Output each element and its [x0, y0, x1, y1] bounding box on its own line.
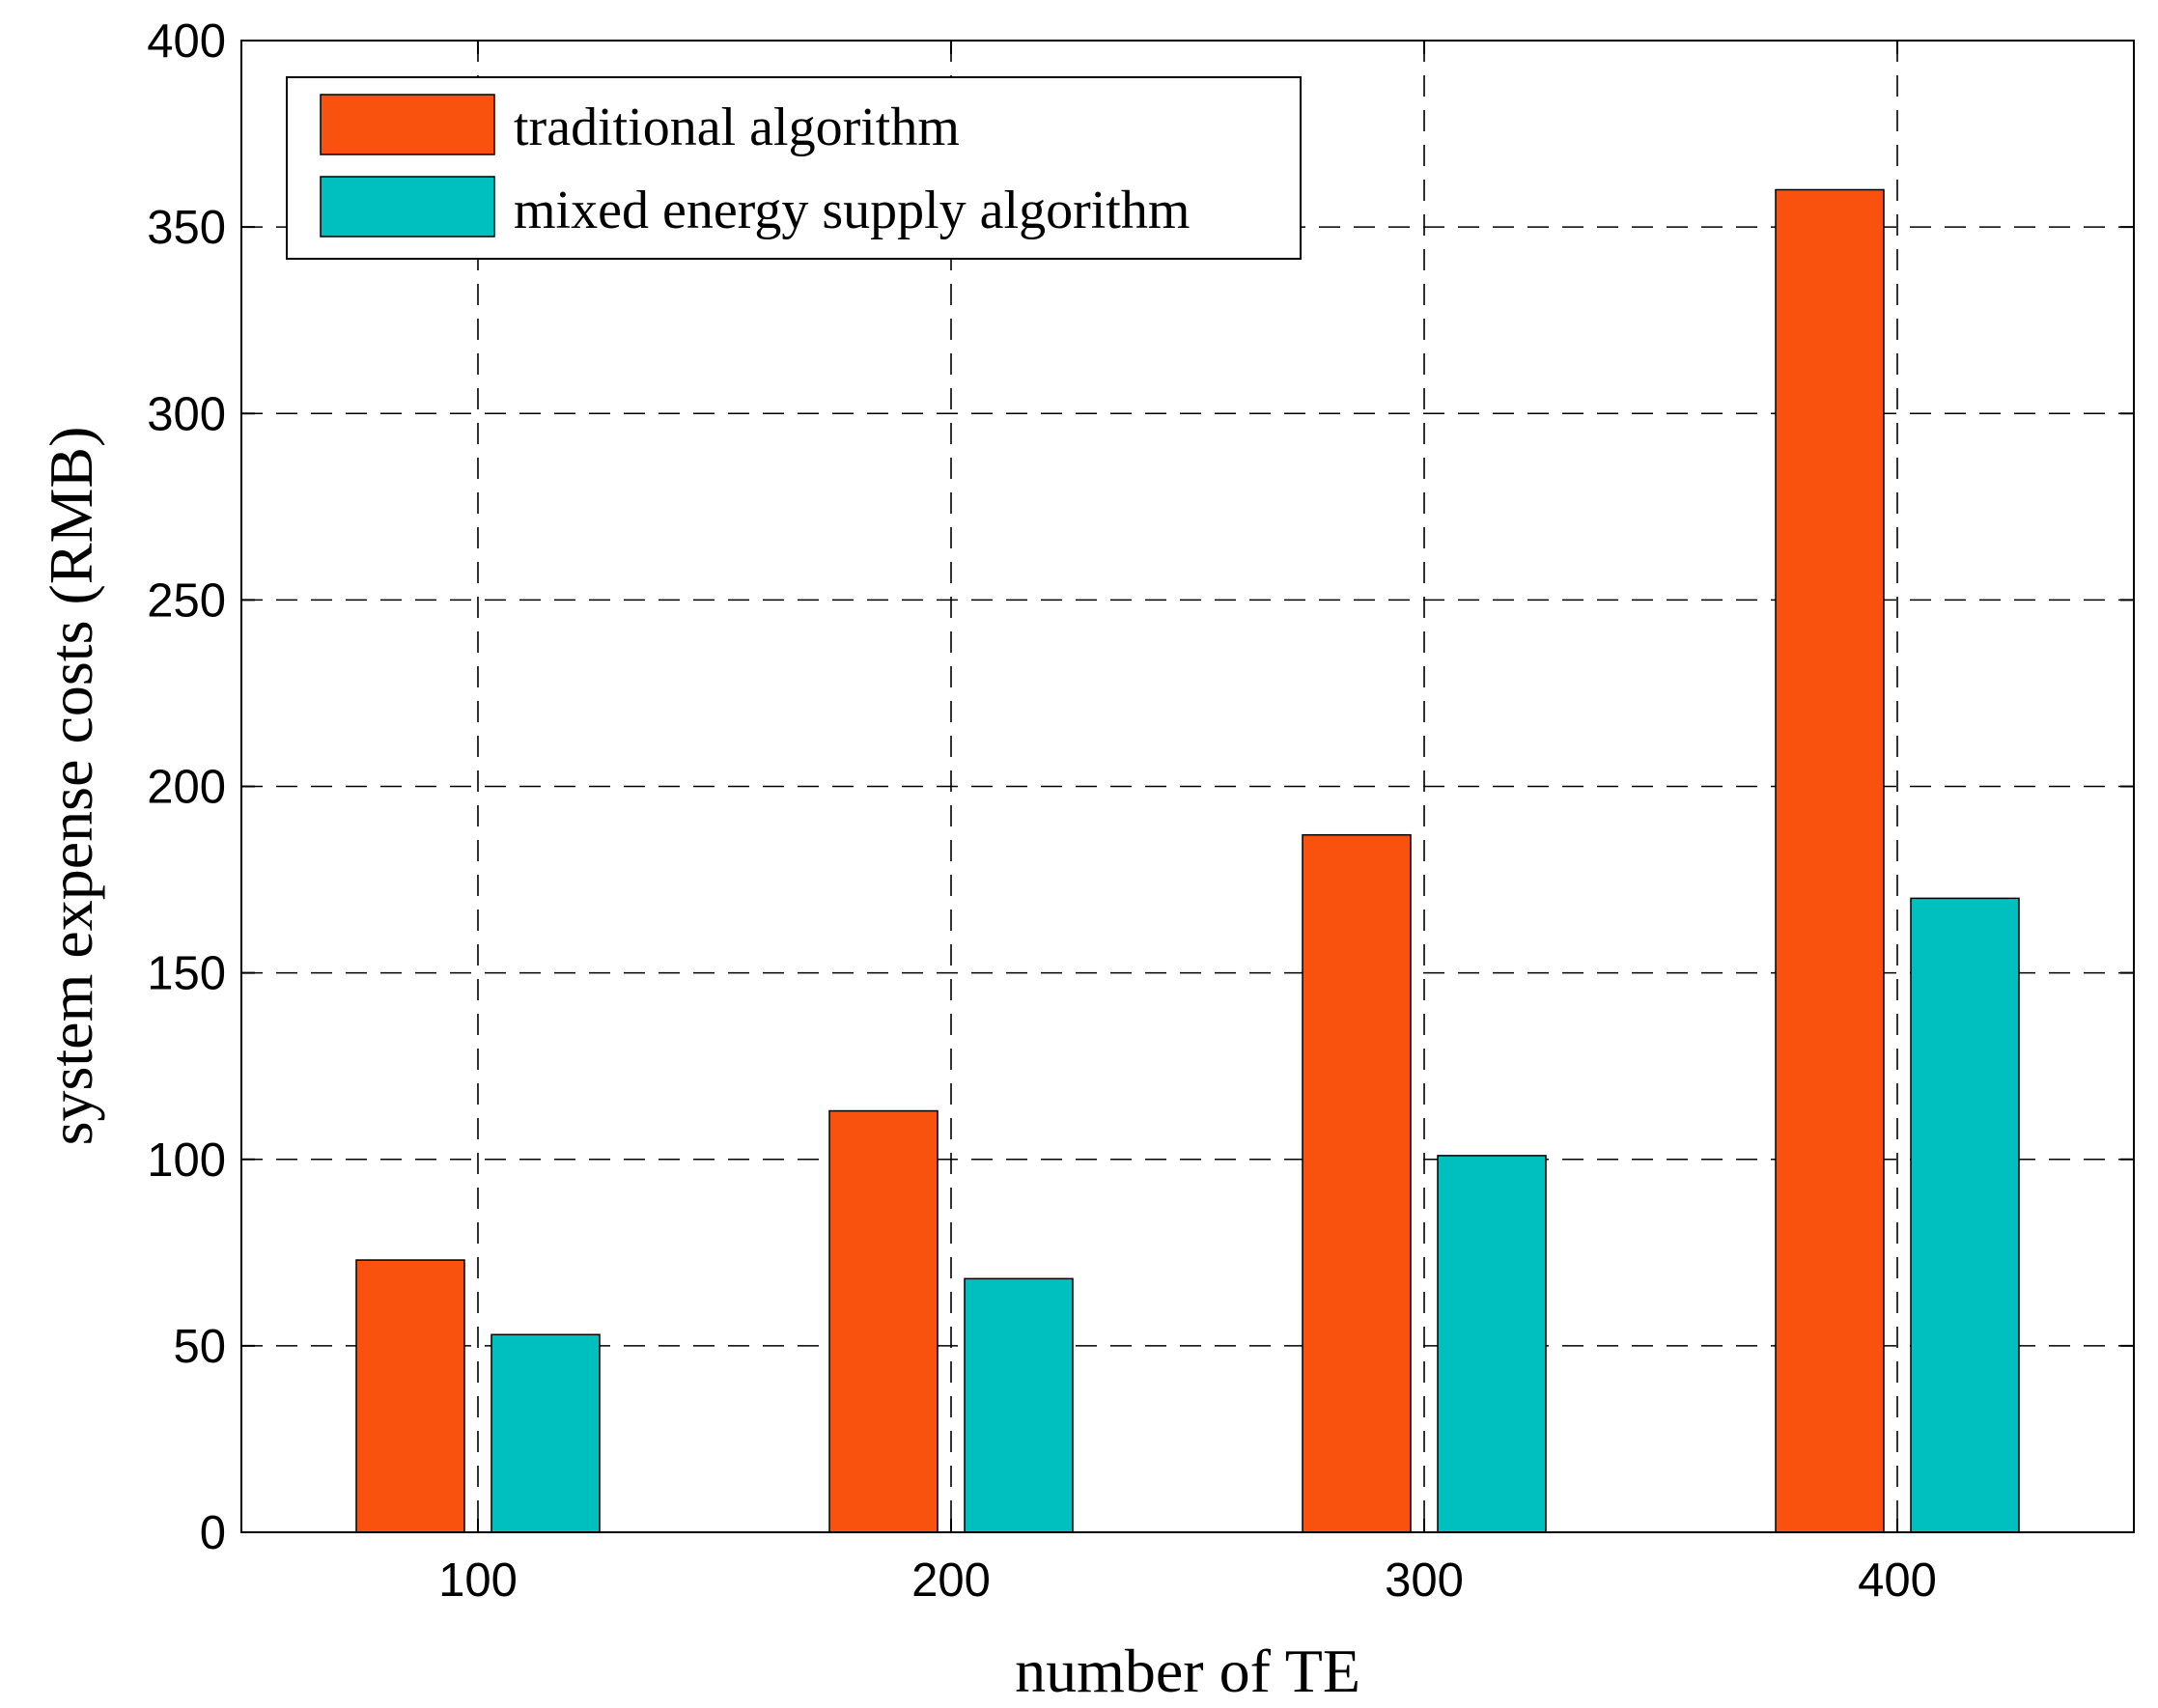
y-tick-labels: 0 50 100 150 200 250 300 350 400 [147, 15, 226, 1559]
x-tick-label: 300 [1385, 1554, 1464, 1607]
y-tick-label: 400 [147, 15, 226, 68]
legend: traditional algorithm mixed energy suppl… [286, 76, 1302, 260]
legend-swatch-traditional [320, 94, 495, 155]
y-tick-label: 250 [147, 574, 226, 627]
bar-traditional-400 [1775, 188, 1885, 1533]
bar-mixed-300 [1437, 1155, 1547, 1533]
bar-mixed-200 [964, 1277, 1074, 1533]
legend-label-mixed: mixed energy supply algorithm [514, 181, 1190, 240]
y-tick-label: 350 [147, 202, 226, 254]
bar-mixed-100 [490, 1333, 601, 1533]
legend-label-traditional: traditional algorithm [514, 98, 960, 157]
x-tick-label: 100 [438, 1554, 518, 1607]
y-tick-label: 200 [147, 762, 226, 814]
y-tick-label: 100 [147, 1134, 226, 1187]
bar-mixed-400 [1910, 897, 2020, 1533]
axis-ticks [241, 40, 2134, 1533]
bar-traditional-200 [828, 1109, 939, 1533]
bars [355, 188, 2020, 1533]
bar-traditional-100 [355, 1259, 465, 1533]
y-tick-label: 150 [147, 948, 226, 1000]
y-axis-title: system expense costs (RMB) [37, 427, 105, 1146]
bar-traditional-300 [1302, 833, 1412, 1533]
y-tick-label: 300 [147, 388, 226, 440]
x-tick-labels: 100 200 300 400 [438, 1554, 1937, 1607]
y-tick-label: 50 [173, 1321, 226, 1373]
legend-swatch-mixed [320, 176, 495, 238]
x-axis-title: number of TE [1015, 1637, 1360, 1705]
x-tick-label: 200 [911, 1554, 991, 1607]
y-tick-label: 0 [200, 1507, 226, 1559]
x-tick-label: 400 [1858, 1554, 1937, 1607]
